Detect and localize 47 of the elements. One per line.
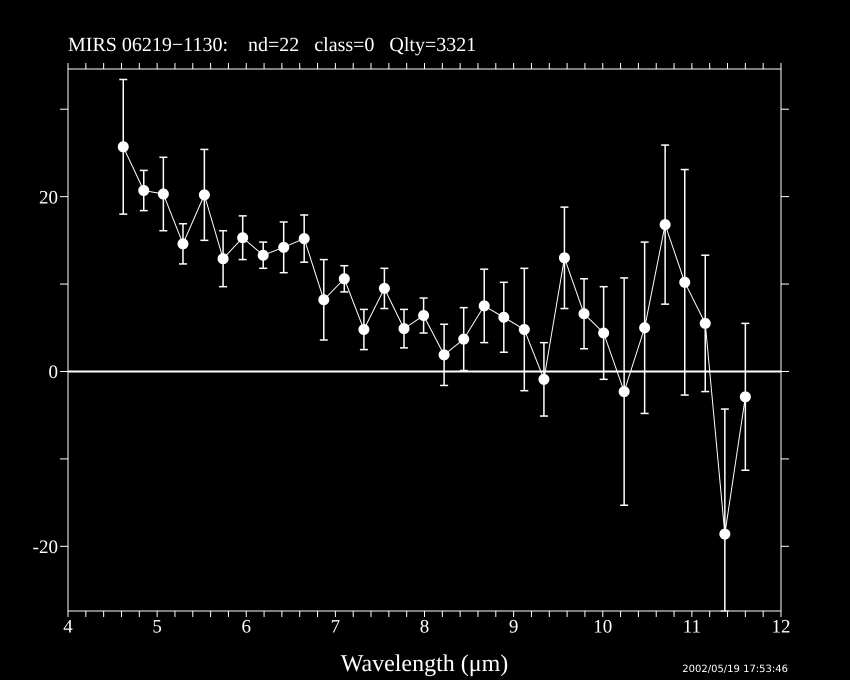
point bbox=[700, 318, 711, 329]
y-tick-label: 0 bbox=[48, 362, 58, 384]
point bbox=[740, 391, 751, 402]
x-tick-label: 7 bbox=[330, 616, 340, 638]
point bbox=[158, 188, 169, 200]
point bbox=[198, 189, 210, 200]
point bbox=[518, 324, 530, 336]
x-tick-label: 9 bbox=[508, 616, 518, 638]
point bbox=[498, 312, 510, 323]
point bbox=[538, 374, 550, 385]
point bbox=[398, 323, 410, 334]
point bbox=[338, 273, 350, 284]
text: 2002/05/19 17:53:46 bbox=[682, 664, 788, 675]
point bbox=[258, 250, 269, 261]
point bbox=[318, 294, 330, 306]
y-tick-label: -20 bbox=[32, 537, 58, 558]
x-tick-label: 5 bbox=[152, 616, 162, 638]
point bbox=[639, 322, 650, 334]
point bbox=[378, 282, 390, 294]
point bbox=[578, 308, 590, 320]
point bbox=[719, 528, 730, 540]
point bbox=[177, 238, 188, 250]
x-tick-label: 6 bbox=[242, 616, 251, 638]
point bbox=[660, 219, 671, 230]
point bbox=[358, 324, 370, 336]
y-tick-label: 20 bbox=[39, 187, 58, 208]
point bbox=[237, 232, 248, 244]
point bbox=[218, 253, 229, 264]
x-tick-label: 12 bbox=[772, 616, 790, 638]
x-axis-title: Wavelength (μm) bbox=[340, 651, 508, 677]
point bbox=[438, 349, 450, 360]
point bbox=[478, 300, 490, 312]
point bbox=[138, 185, 150, 196]
x-tick-label: 11 bbox=[682, 616, 702, 638]
point bbox=[298, 233, 310, 244]
x-tick-label: 8 bbox=[420, 616, 430, 638]
point bbox=[278, 242, 290, 253]
point bbox=[618, 386, 630, 398]
point bbox=[558, 252, 570, 264]
x-tick-label: 10 bbox=[593, 616, 612, 638]
point bbox=[598, 328, 610, 339]
x-tick-label: 4 bbox=[63, 616, 74, 638]
point bbox=[458, 334, 470, 345]
point bbox=[118, 141, 129, 152]
point bbox=[679, 276, 690, 288]
point bbox=[418, 310, 430, 322]
chart-title: MIRS 06219−1130: nd=22 class=0 Qlty=3321 bbox=[68, 34, 476, 57]
